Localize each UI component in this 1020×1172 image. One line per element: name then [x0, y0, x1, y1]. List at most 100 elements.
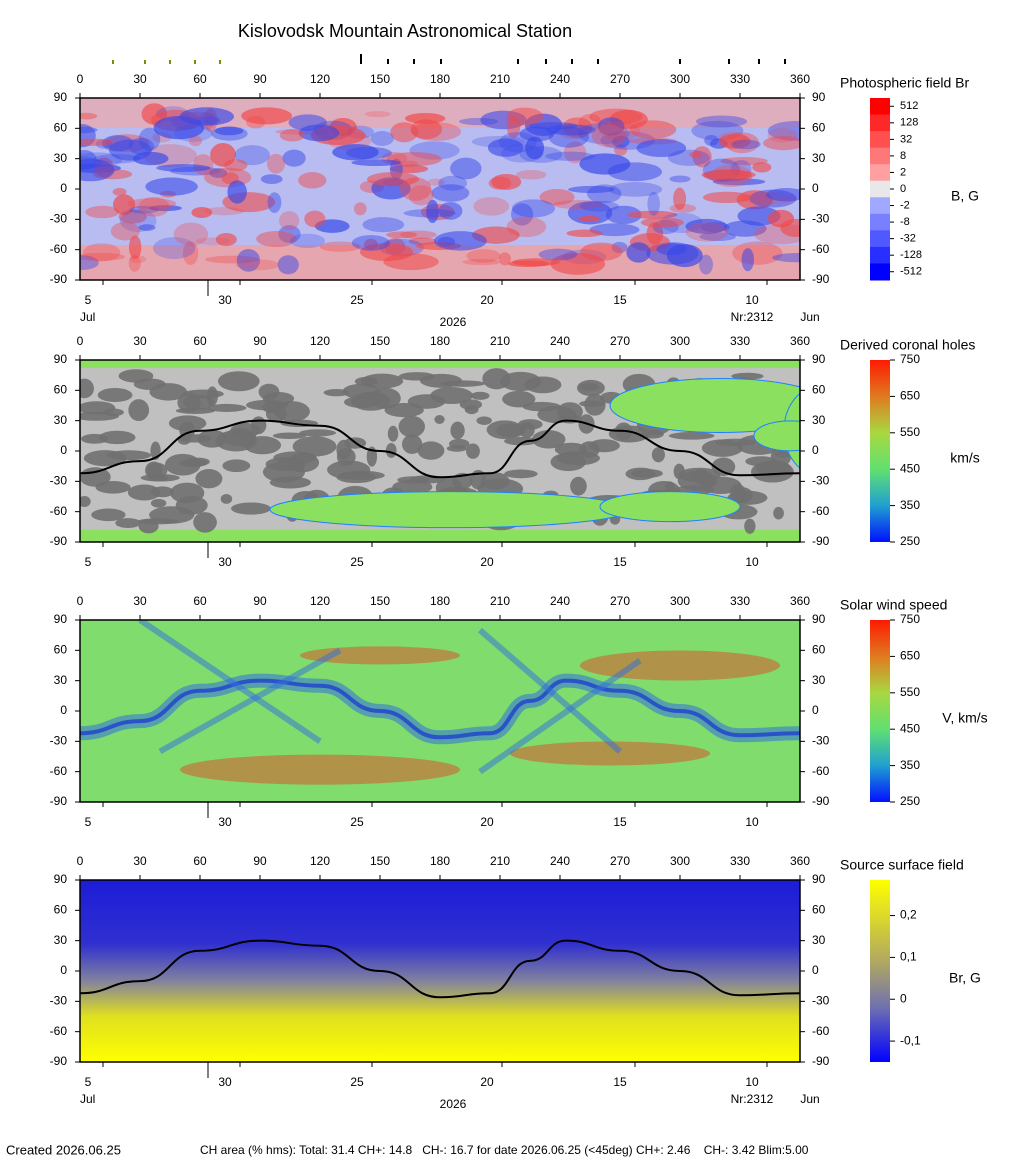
map-blob	[235, 259, 280, 271]
map-blob	[459, 399, 483, 410]
y-tick-label-right: -90	[812, 1054, 830, 1068]
map-blob	[511, 199, 556, 218]
date-tick-label: 5	[85, 293, 92, 307]
x-tick-label: 270	[610, 72, 630, 86]
y-tick-label-right: 0	[812, 963, 819, 977]
map-blob	[410, 119, 443, 140]
map-blob	[401, 434, 423, 454]
map-blob	[450, 421, 465, 440]
x-tick-label: 0	[77, 72, 84, 86]
y-tick-label: 90	[54, 352, 68, 366]
map-blob	[629, 120, 677, 139]
map-blob	[351, 235, 390, 251]
x-tick-label: 360	[790, 334, 810, 348]
map-blob	[127, 198, 177, 210]
map-blob	[182, 241, 199, 266]
colorbar-tick-label: 350	[900, 498, 920, 512]
bottom-label: Jun	[800, 1092, 819, 1106]
map-blob	[304, 210, 326, 228]
map-blob	[175, 495, 208, 515]
map-blob	[149, 383, 188, 401]
map-blob	[763, 135, 800, 151]
date-tick-label: 10	[745, 555, 759, 569]
map-blob	[466, 249, 501, 263]
map-blob	[772, 252, 800, 263]
map-blob	[699, 232, 737, 242]
map-blob	[353, 202, 367, 216]
map-blob	[531, 430, 566, 449]
map-blob	[319, 241, 361, 252]
map-blob	[95, 481, 131, 494]
map-blob	[93, 153, 141, 164]
map-blob	[128, 254, 141, 272]
map-blob	[148, 205, 182, 212]
map-blob	[473, 197, 510, 216]
map-blob	[83, 450, 127, 467]
colorbar-tick-label: 750	[900, 612, 920, 626]
map-blob	[91, 508, 126, 522]
map-blob	[266, 153, 286, 174]
y-tick-label-right: -30	[812, 474, 830, 488]
x-tick-label: 240	[550, 334, 570, 348]
colorbar-tick-label: -0,1	[900, 1033, 921, 1047]
colorbar-band	[870, 131, 890, 149]
x-tick-label: 210	[490, 72, 510, 86]
x-tick-label: 150	[370, 72, 390, 86]
map-blob	[112, 188, 127, 196]
map-panel	[80, 98, 800, 280]
date-tick-label: 25	[350, 1075, 364, 1089]
map-blob	[598, 121, 640, 141]
date-tick-label: 15	[613, 555, 627, 569]
map-blob	[462, 258, 501, 266]
y-tick-label-right: 30	[812, 151, 826, 165]
x-tick-label: 90	[253, 72, 267, 86]
map-blob	[701, 169, 756, 180]
x-tick-label: 60	[193, 854, 207, 868]
date-tick-label: 30	[218, 555, 232, 569]
map-blob	[299, 429, 337, 437]
y-tick-label: 30	[54, 413, 68, 427]
map-blob	[179, 107, 234, 126]
y-tick-label-right: -90	[812, 272, 830, 286]
y-tick-label: 60	[54, 383, 68, 397]
map-blob	[278, 225, 301, 244]
x-tick-label: 180	[430, 334, 450, 348]
date-tick-label: 25	[350, 815, 364, 829]
colorbar-tick-label: 650	[900, 389, 920, 403]
map-blob	[215, 232, 237, 247]
x-tick-label: 330	[730, 72, 750, 86]
y-tick-label: 60	[54, 903, 68, 917]
map-panel	[80, 620, 800, 802]
map-blob	[597, 117, 625, 136]
x-tick-label: 60	[193, 72, 207, 86]
y-tick-label-right: 0	[812, 181, 819, 195]
map-blob	[80, 152, 123, 168]
map-blob	[150, 498, 167, 508]
colorbar-band	[870, 114, 890, 132]
map-blob	[138, 127, 161, 151]
map-blob	[669, 175, 691, 183]
x-tick-label: 30	[133, 854, 147, 868]
map-panel	[80, 880, 800, 1062]
panel-title: Derived coronal holes	[840, 337, 975, 353]
map-blob	[390, 122, 419, 143]
map-blob	[298, 124, 340, 142]
y-tick-label-right: -60	[812, 1024, 830, 1038]
map-blob	[504, 469, 538, 479]
map-panel	[80, 360, 800, 542]
map-blob	[298, 172, 327, 189]
map-blob	[626, 210, 678, 219]
map-blob	[80, 255, 99, 271]
x-tick-label: 120	[310, 594, 330, 608]
map-blob	[150, 486, 175, 498]
y-tick-label: 90	[54, 612, 68, 626]
x-tick-label: 210	[490, 334, 510, 348]
map-blob	[282, 149, 306, 167]
y-tick-label-right: -30	[812, 734, 830, 748]
map-blob	[689, 151, 703, 159]
y-tick-label: -60	[50, 504, 68, 518]
colorbar-tick-label: 450	[900, 721, 920, 735]
date-tick-label: 25	[350, 293, 364, 307]
map-blob	[766, 188, 800, 202]
colorbar-tick-label: 0,2	[900, 908, 917, 922]
